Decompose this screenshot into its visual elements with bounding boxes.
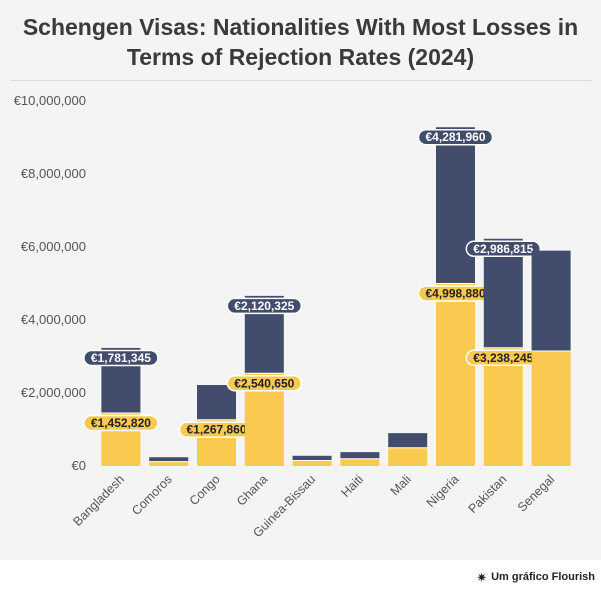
bar-top-segment xyxy=(340,452,380,459)
x-tick-label: Nigeria xyxy=(424,472,462,510)
data-label-bottom: €4,998,880 xyxy=(425,287,485,301)
data-label-top: €1,781,345 xyxy=(91,351,151,365)
x-tick-label: Senegal xyxy=(515,472,557,514)
x-tick-label: Comoros xyxy=(129,472,175,518)
bar-top-segment xyxy=(197,385,236,420)
data-label-top: €2,986,815 xyxy=(473,242,533,256)
title-divider xyxy=(10,80,591,81)
bar-bottom-segment xyxy=(149,461,189,466)
data-label-bottom-bg xyxy=(226,375,303,392)
data-label-bottom-bg xyxy=(83,414,159,432)
bar-bottom-segment xyxy=(483,347,523,466)
chart-title-line-1: Schengen Visas: Nationalities With Most … xyxy=(22,14,579,40)
y-tick-label: €2,000,000 xyxy=(21,385,86,400)
bar-top-segment xyxy=(388,433,428,448)
bar-bottom-segment xyxy=(531,351,571,466)
data-label-bottom: €1,267,860 xyxy=(186,423,246,437)
bar-bottom-segment xyxy=(340,458,380,466)
x-tick-label: Ghana xyxy=(234,472,270,508)
data-label-top-bg xyxy=(226,297,303,315)
chart-title-line-2: Terms of Rejection Rates (2024) xyxy=(126,44,475,70)
data-label-top: €2,120,325 xyxy=(234,299,294,313)
x-tick-label: Mali xyxy=(388,472,414,498)
x-tick-label: Pakistan xyxy=(466,472,510,516)
bar-top-segment xyxy=(292,455,332,461)
data-label-top-bg xyxy=(465,240,542,258)
y-tick-label: €8,000,000 xyxy=(21,166,86,181)
data-label-bottom: €1,452,820 xyxy=(91,416,151,430)
bar-top-segment xyxy=(531,250,571,352)
data-label-top-bg xyxy=(83,349,159,367)
bar-top-segment xyxy=(436,127,475,284)
x-tick-label: Congo xyxy=(187,472,223,508)
bar-top-segment xyxy=(149,457,189,462)
stacked-bar-chart: €0 €2,000,000 €4,000,000 €6,000,000 €8,000,0… xyxy=(14,93,571,540)
flourish-asterisk-icon: ✷ xyxy=(476,569,488,585)
bar-bottom-segment xyxy=(388,447,428,466)
y-tick-label: €10,000,000 xyxy=(14,93,86,108)
flourish-credit-label: Um gráfico Flourish xyxy=(491,571,595,583)
data-label-bottom: €3,238,245 xyxy=(473,351,533,365)
y-tick-label: €4,000,000 xyxy=(21,312,86,327)
y-tick-label: €0 xyxy=(72,458,86,473)
bar-bottom-segment xyxy=(436,283,475,466)
x-tick-label: Haiti xyxy=(338,472,366,500)
y-tick-label: €6,000,000 xyxy=(21,239,86,254)
data-label-top-bg xyxy=(417,128,494,146)
x-tick-label: Bangladesh xyxy=(70,472,127,529)
bar-bottom-segment xyxy=(292,460,332,466)
data-label-bottom: €2,540,650 xyxy=(234,376,294,390)
chart-title: Schengen Visas: Nationalities With Most … xyxy=(10,12,591,72)
data-label-top: €4,281,960 xyxy=(425,130,485,144)
flourish-credit[interactable]: ✷ Um gráfico Flourish xyxy=(476,569,595,585)
